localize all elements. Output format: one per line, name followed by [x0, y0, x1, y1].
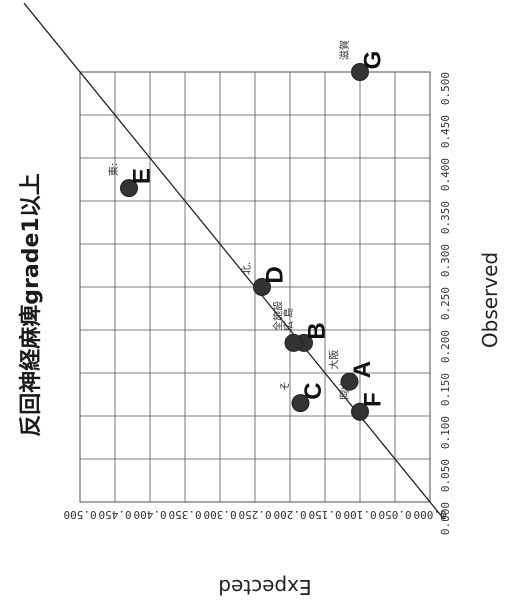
point-small-label: 岡山 [339, 380, 351, 400]
y-tick-label: 0.450 [98, 508, 131, 521]
x-tick-label: 0.300 [439, 244, 452, 277]
x-tick-label: 0.350 [439, 201, 452, 234]
y-tick-label: 0.150 [308, 508, 341, 521]
point-small-label: 全施設 [272, 301, 285, 331]
point-letter-f: F [359, 392, 386, 407]
y-tick-label: 0.250 [238, 508, 271, 521]
data-point-all [285, 334, 302, 351]
chart-title: 反回神経麻痺grade1以上 [18, 173, 44, 436]
point-letter-d: D [261, 266, 288, 283]
point-letter-e: E [128, 168, 155, 184]
point-small-label: 東: [107, 163, 120, 176]
point-small-label: 滋賀 [338, 40, 351, 60]
point-small-label: 大阪 [328, 350, 341, 370]
y-tick-label: 0.300 [203, 508, 236, 521]
y-tick-label: 0.100 [343, 508, 376, 521]
x-tick-label: 0.250 [439, 287, 452, 320]
y-tick-label: 0.050 [378, 508, 411, 521]
y-tick-label: 0.200 [273, 508, 306, 521]
point-small-label: 北. [241, 262, 253, 275]
y-tick-label: 0.500 [63, 508, 96, 521]
x-tick-label: 0.100 [439, 416, 452, 449]
point-letter-a: A [349, 361, 376, 378]
x-tick-label: 0.500 [439, 72, 452, 105]
x-tick-label: 0.450 [439, 115, 452, 148]
point-letter-g: G [359, 51, 386, 70]
y-axis-label: Expected [218, 575, 311, 599]
y-tick-label: 0.000 [413, 508, 446, 521]
reference-line [24, 3, 444, 519]
reference-line-group [24, 3, 444, 519]
x-tick-label: 0.150 [439, 373, 452, 406]
x-axis-label: Observed [478, 252, 502, 348]
point-letter-c: C [300, 382, 327, 399]
x-tick-label: 0.200 [439, 330, 452, 363]
y-tick-label: 0.400 [133, 508, 166, 521]
point-letter-b: B [303, 322, 330, 339]
x-tick-label: 0.400 [439, 158, 452, 191]
y-tick-label: 0.350 [168, 508, 201, 521]
point-small-label: そ [280, 381, 292, 391]
tick-labels: 0.0000.0500.1000.1500.2000.2500.3000.350… [63, 72, 452, 535]
x-tick-label: 0.050 [439, 459, 452, 492]
